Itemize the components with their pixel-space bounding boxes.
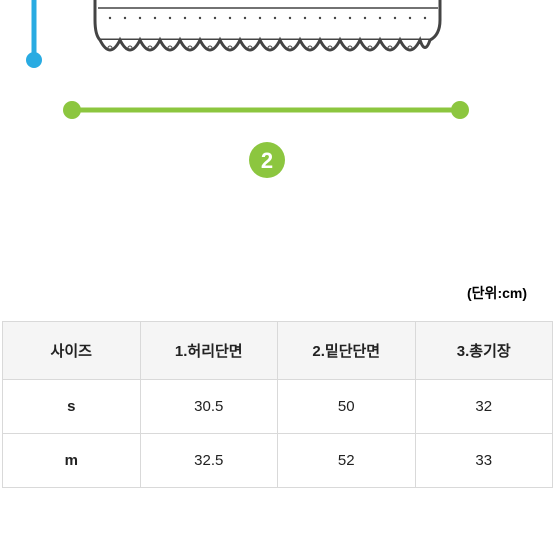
garment-illustration: [95, 0, 440, 50]
size-table: 사이즈 1.허리단면 2.밑단단면 3.총기장 s 30.5 50 32 m 3…: [2, 321, 553, 488]
header-hem: 2.밑단단면: [278, 322, 416, 380]
table-row: m 32.5 52 33: [3, 434, 553, 488]
diagram-svg: 2: [0, 0, 555, 275]
cell-waist: 30.5: [140, 380, 278, 434]
cell-hem: 50: [278, 380, 416, 434]
cell-size: m: [3, 434, 141, 488]
header-waist: 1.허리단면: [140, 322, 278, 380]
dimension-endpoint-2-left: [63, 101, 81, 119]
size-diagram: 2: [0, 0, 555, 275]
table-header-row: 사이즈 1.허리단면 2.밑단단면 3.총기장: [3, 322, 553, 380]
cell-length: 32: [415, 380, 553, 434]
dimension-badge-2-label: 2: [261, 148, 273, 173]
table-row: s 30.5 50 32: [3, 380, 553, 434]
dimension-endpoint-1: [26, 52, 42, 68]
dimension-endpoint-2-right: [451, 101, 469, 119]
header-size: 사이즈: [3, 322, 141, 380]
header-length: 3.총기장: [415, 322, 553, 380]
cell-waist: 32.5: [140, 434, 278, 488]
cell-size: s: [3, 380, 141, 434]
unit-label: (단위:cm): [0, 275, 555, 321]
cell-length: 33: [415, 434, 553, 488]
cell-hem: 52: [278, 434, 416, 488]
